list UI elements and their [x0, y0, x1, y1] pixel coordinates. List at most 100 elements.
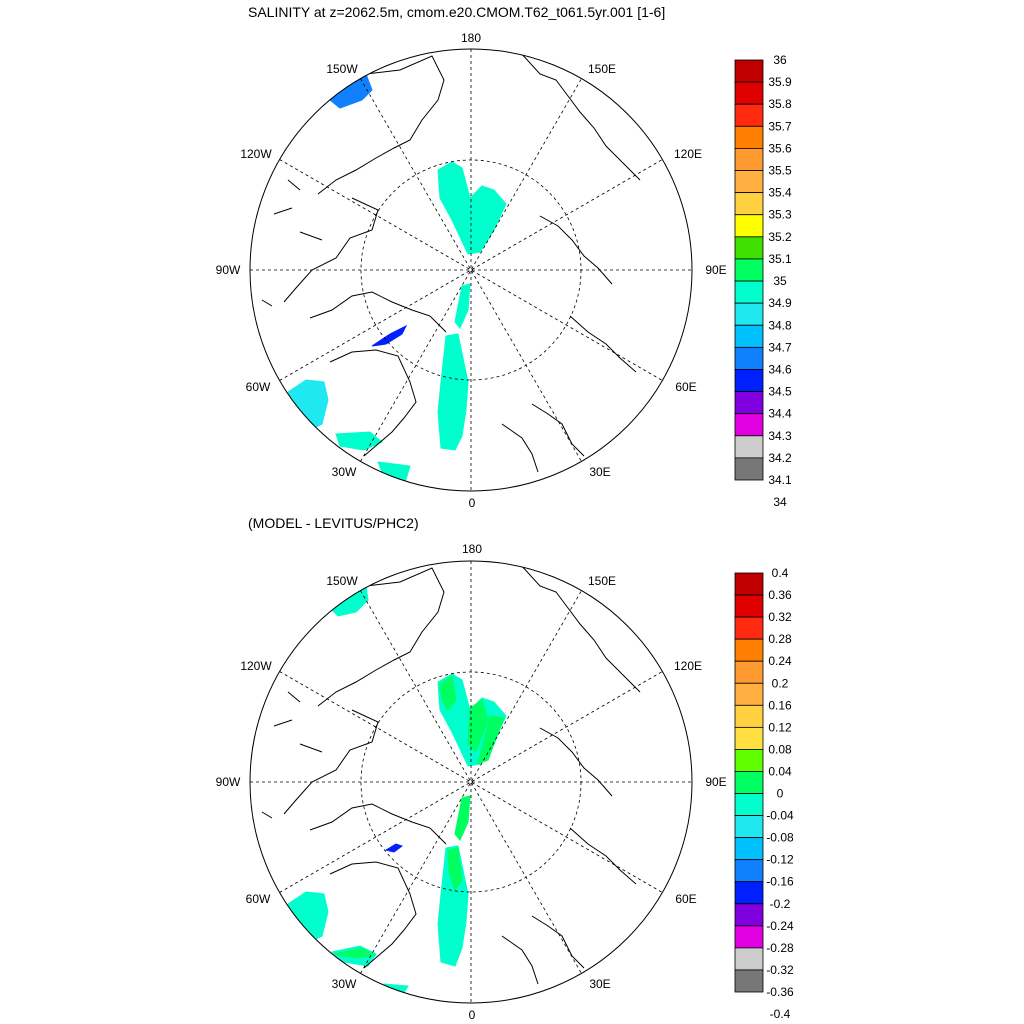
- colorbar-swatch: [734, 815, 764, 839]
- colorbar-swatch: [734, 859, 764, 883]
- panel-title: SALINITY at z=2062.5m, cmom.e20.CMOM.T62…: [248, 4, 665, 20]
- lon-label-30w: 30W: [332, 977, 357, 991]
- colorbar-swatch: [734, 413, 764, 437]
- lon-label-120e: 120E: [674, 659, 702, 673]
- polar-map: [249, 48, 693, 492]
- colorbar-level-label: 34.5: [768, 385, 792, 399]
- coastline: [261, 563, 641, 985]
- lon-label-60w: 60W: [246, 380, 271, 394]
- colorbar-swatch: [734, 837, 764, 861]
- colorbar-level-label: 0.4: [772, 566, 789, 580]
- colorbar-swatch: [734, 925, 764, 949]
- colorbar-swatch: [734, 236, 764, 260]
- colorbar-level-label: -0.2: [770, 897, 791, 911]
- canada-basin-positive: [439, 675, 505, 765]
- colorbar-level-label: 35.6: [768, 141, 792, 155]
- lon-label-30e: 30E: [589, 977, 610, 991]
- graticule: [250, 561, 692, 1003]
- colorbar-level-label: -0.28: [766, 941, 794, 955]
- colorbar-level-label: 35.2: [768, 230, 792, 244]
- baffin-bay-low: [371, 324, 408, 347]
- lon-label-60e: 60E: [675, 892, 696, 906]
- colorbar-level-label: -0.12: [766, 853, 794, 867]
- lon-label-180: 180: [462, 542, 482, 556]
- lon-label-60w: 60W: [246, 892, 271, 906]
- colorbar-level-label: 34.8: [768, 318, 792, 332]
- colorbar-swatch: [734, 947, 764, 971]
- colorbar-swatch: [734, 749, 764, 772]
- lon-label-150e: 150E: [588, 62, 616, 76]
- colorbar-level-label: 0.28: [768, 632, 792, 646]
- map-background: [250, 49, 692, 491]
- polar-map: [249, 560, 693, 1004]
- colorbar-swatch: [734, 881, 764, 905]
- baffin-bay-low: [384, 843, 404, 853]
- colorbar-level-label: 34.3: [768, 429, 792, 443]
- lon-label-120w: 120W: [240, 147, 272, 161]
- colorbar: 36 35.9 35.8 35.7 35.6 35.5 35.4 35.3 35.2 35.1 35…: [734, 53, 792, 509]
- colorbar-level-label: 35.3: [768, 208, 792, 222]
- colorbar: 0.4 0.36 0.32 0.28 0.24 0.2 0.16 0.12 0.08 0.04 0 -…: [734, 566, 794, 1021]
- longitude-labels: 180 150E 120E 90E 60E 30E 0 30W 60W 90W …: [216, 31, 727, 510]
- colorbar-swatch: [734, 726, 764, 750]
- colorbar-level-label: 34.2: [768, 451, 792, 465]
- colorbar-swatch: [734, 369, 764, 392]
- colorbar-level-label: 35: [773, 274, 787, 288]
- colorbar-swatch: [734, 302, 764, 326]
- colorbar-level-label: 34.4: [768, 407, 792, 421]
- difference-panel: (MODEL - LEVITUS/PHC2): [216, 515, 794, 1022]
- colorbar-swatch: [734, 346, 764, 370]
- colorbar-level-label: 34.1: [768, 473, 792, 487]
- map-border: [249, 560, 693, 1004]
- colorbar-swatch: [734, 457, 764, 481]
- salinity-panel: SALINITY at z=2062.5m, cmom.e20.CMOM.T62…: [216, 4, 792, 510]
- map-background: [250, 561, 692, 1003]
- lon-label-150w: 150W: [326, 62, 358, 76]
- colorbar-level-label: -0.32: [766, 963, 794, 977]
- lomonosov-ridge-streak: [454, 283, 471, 329]
- colorbar-swatch: [734, 59, 764, 83]
- lon-label-0: 0: [469, 496, 476, 510]
- lon-label-150w: 150W: [326, 574, 358, 588]
- panel-title: (MODEL - LEVITUS/PHC2): [248, 515, 419, 531]
- colorbar-swatch: [734, 324, 764, 348]
- colorbar-level-label: 34.6: [768, 362, 792, 376]
- colorbar-swatch: [734, 638, 764, 662]
- lon-label-180: 180: [461, 31, 481, 45]
- lon-label-120w: 120W: [240, 659, 272, 673]
- colorbar-swatch: [734, 170, 764, 194]
- lon-label-0: 0: [469, 1008, 476, 1022]
- canada-basin-patch: [437, 161, 507, 255]
- lon-label-150e: 150E: [588, 574, 616, 588]
- colorbar-level-label: -0.4: [770, 1007, 791, 1021]
- colorbar-swatch: [734, 616, 764, 640]
- colorbar-swatch: [734, 572, 764, 596]
- colorbar-level-label: 35.5: [768, 164, 792, 178]
- colorbar-swatch: [734, 125, 764, 149]
- colorbar-level-label: 0.2: [772, 676, 789, 690]
- colorbar-level-label: 0: [777, 787, 784, 801]
- colorbar-swatch: [734, 594, 764, 618]
- colorbar-level-label: 34: [773, 495, 787, 509]
- colorbar-level-label: 0.04: [768, 764, 792, 778]
- colorbar-level-label: 34.7: [768, 340, 792, 354]
- lon-label-90w: 90W: [216, 263, 241, 277]
- colorbar-level-label: -0.24: [766, 919, 794, 933]
- colorbar-swatch: [734, 660, 764, 684]
- colorbar-swatch: [734, 682, 764, 706]
- colorbar-level-label: 36: [773, 53, 787, 67]
- colorbar-swatch: [734, 704, 764, 728]
- north-atlantic-positive: [333, 947, 376, 959]
- map-border: [249, 48, 693, 492]
- lomonosov-ridge-streak: [454, 795, 471, 841]
- colorbar-swatch: [734, 280, 764, 304]
- colorbar-level-label: 0.16: [768, 698, 792, 712]
- colorbar-level-label: -0.36: [766, 985, 794, 999]
- colorbar-swatch: [734, 148, 764, 171]
- colorbar-level-label: 34.9: [768, 296, 792, 310]
- colorbar-level-label: 0.08: [768, 742, 792, 756]
- colorbar-level-label: 0.12: [768, 720, 792, 734]
- colorbar-swatch: [734, 258, 764, 282]
- lon-label-30e: 30E: [589, 465, 610, 479]
